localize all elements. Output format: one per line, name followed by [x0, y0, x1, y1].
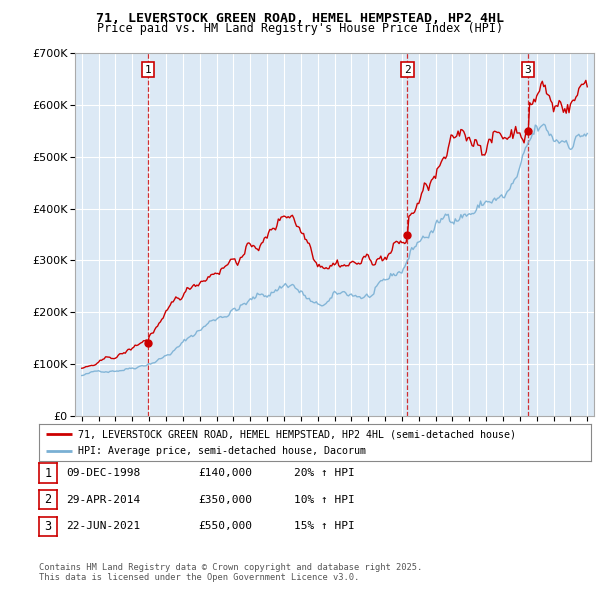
- Text: Contains HM Land Registry data © Crown copyright and database right 2025.
This d: Contains HM Land Registry data © Crown c…: [39, 563, 422, 582]
- Text: Price paid vs. HM Land Registry's House Price Index (HPI): Price paid vs. HM Land Registry's House …: [97, 22, 503, 35]
- Text: 1: 1: [44, 467, 52, 480]
- Text: 09-DEC-1998: 09-DEC-1998: [66, 468, 140, 478]
- Text: 20% ↑ HPI: 20% ↑ HPI: [294, 468, 355, 478]
- Text: 3: 3: [44, 520, 52, 533]
- Text: 2: 2: [44, 493, 52, 506]
- Text: £140,000: £140,000: [198, 468, 252, 478]
- Text: £550,000: £550,000: [198, 522, 252, 531]
- Text: 2: 2: [404, 65, 411, 75]
- Text: HPI: Average price, semi-detached house, Dacorum: HPI: Average price, semi-detached house,…: [77, 447, 365, 456]
- Text: £350,000: £350,000: [198, 495, 252, 504]
- Text: 71, LEVERSTOCK GREEN ROAD, HEMEL HEMPSTEAD, HP2 4HL: 71, LEVERSTOCK GREEN ROAD, HEMEL HEMPSTE…: [96, 12, 504, 25]
- Text: 15% ↑ HPI: 15% ↑ HPI: [294, 522, 355, 531]
- Text: 22-JUN-2021: 22-JUN-2021: [66, 522, 140, 531]
- Text: 3: 3: [524, 65, 531, 75]
- Text: 10% ↑ HPI: 10% ↑ HPI: [294, 495, 355, 504]
- Text: 29-APR-2014: 29-APR-2014: [66, 495, 140, 504]
- Text: 1: 1: [145, 65, 152, 75]
- Text: 71, LEVERSTOCK GREEN ROAD, HEMEL HEMPSTEAD, HP2 4HL (semi-detached house): 71, LEVERSTOCK GREEN ROAD, HEMEL HEMPSTE…: [77, 430, 515, 439]
